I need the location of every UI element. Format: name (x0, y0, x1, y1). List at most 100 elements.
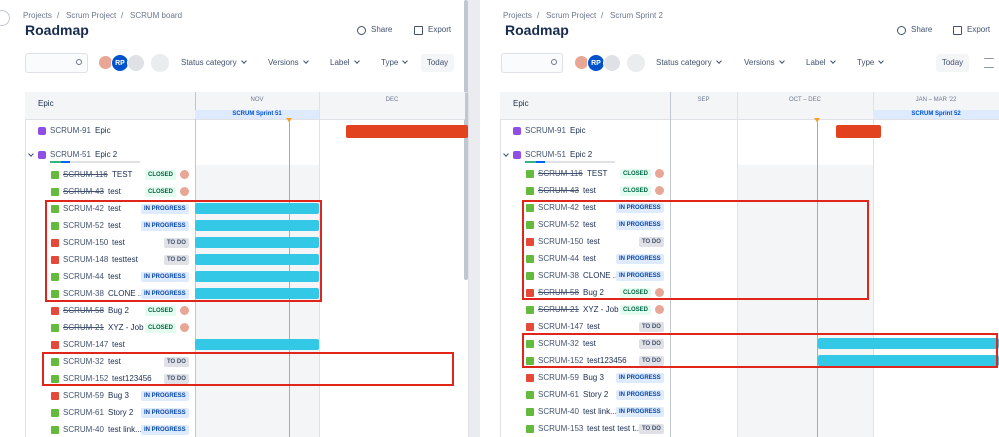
filter-dropdown[interactable]: Type (857, 58, 875, 67)
issue-summary[interactable]: XYZ - Job 1 (108, 323, 151, 332)
action-button[interactable]: Share (371, 25, 393, 34)
view-settings[interactable] (984, 58, 994, 68)
issue-key[interactable]: SCRUM-44 (538, 254, 579, 263)
epic-bar[interactable] (836, 125, 881, 138)
issue-summary[interactable]: test123456 (587, 356, 627, 365)
issue-key[interactable]: SCRUM-38 (538, 271, 579, 280)
add-people[interactable] (151, 54, 169, 72)
issue-key[interactable]: SCRUM-61 (63, 408, 104, 417)
issue-key[interactable]: SCRUM-150 (63, 238, 109, 247)
issue-key[interactable]: SCRUM-52 (63, 221, 104, 230)
issue-key[interactable]: SCRUM-152 (538, 356, 584, 365)
issue-summary[interactable]: CLONE ... (108, 289, 145, 298)
issue-summary[interactable]: test (108, 221, 121, 230)
issue-key[interactable]: SCRUM-44 (63, 272, 104, 281)
search-box[interactable] (501, 53, 563, 73)
issue-summary[interactable]: test (583, 254, 596, 263)
issue-key[interactable]: SCRUM-59 (63, 391, 104, 400)
issue-bar[interactable] (195, 288, 319, 299)
issue-key[interactable]: SCRUM-42 (63, 204, 104, 213)
issue-key[interactable]: SCRUM-38 (63, 289, 104, 298)
issue-key[interactable]: SCRUM-153 (538, 424, 584, 433)
issue-key[interactable]: SCRUM-21 (63, 323, 104, 332)
issue-key[interactable]: SCRUM-116 (538, 169, 583, 178)
breadcrumb[interactable]: Projects (503, 11, 532, 20)
issue-summary[interactable]: test test test t... (587, 424, 642, 433)
issue-summary[interactable]: test (112, 238, 125, 247)
issue-summary[interactable]: test link... (583, 407, 617, 416)
breadcrumb[interactable]: Scrum Project (546, 11, 597, 20)
issue-key[interactable]: SCRUM-91 (50, 126, 91, 135)
breadcrumb[interactable]: Scrum Sprint 2 (610, 11, 663, 20)
issue-summary[interactable]: Bug 3 (108, 391, 129, 400)
filter-dropdown[interactable]: Versions (744, 58, 775, 67)
issue-summary[interactable]: test (583, 220, 596, 229)
issue-key[interactable]: SCRUM-52 (538, 220, 579, 229)
issue-key[interactable]: SCRUM-40 (63, 425, 104, 434)
issue-summary[interactable]: Epic 2 (570, 150, 593, 159)
issue-summary[interactable]: XYZ - Job 1 (583, 305, 626, 314)
action-button[interactable]: Share (911, 25, 933, 34)
epic-bar[interactable] (346, 125, 468, 138)
issue-summary[interactable]: test (587, 322, 600, 331)
issue-bar[interactable] (195, 339, 319, 350)
avatar[interactable] (603, 54, 621, 72)
issue-key[interactable]: SCRUM-58 (63, 306, 104, 315)
issue-bar[interactable] (195, 254, 319, 265)
action-button[interactable]: Export (967, 25, 991, 34)
issue-key[interactable]: SCRUM-58 (538, 288, 579, 297)
issue-summary[interactable]: Bug 3 (583, 373, 604, 382)
sidebar-toggle[interactable] (0, 10, 10, 26)
issue-summary[interactable]: test (108, 272, 121, 281)
breadcrumb[interactable]: Projects (23, 11, 52, 20)
issue-key[interactable]: SCRUM-59 (538, 373, 579, 382)
issue-key[interactable]: SCRUM-51 (50, 150, 91, 159)
issue-key[interactable]: SCRUM-32 (538, 339, 579, 348)
issue-key[interactable]: SCRUM-150 (538, 237, 584, 246)
avatar-initials[interactable]: RP (587, 54, 605, 72)
add-people[interactable] (627, 54, 645, 72)
issue-summary[interactable]: test (583, 186, 596, 195)
issue-summary[interactable]: test (587, 237, 600, 246)
issue-key[interactable]: SCRUM-21 (538, 305, 579, 314)
issue-summary[interactable]: Bug 2 (108, 306, 129, 315)
today-button[interactable]: Today (936, 54, 969, 72)
filter-dropdown[interactable]: Type (381, 58, 399, 67)
breadcrumb[interactable]: Scrum Project (66, 11, 117, 20)
issue-key[interactable]: SCRUM-116 (63, 170, 108, 179)
issue-summary[interactable]: test (108, 357, 121, 366)
issue-summary[interactable]: CLONE ... (583, 271, 620, 280)
issue-key[interactable]: SCRUM-148 (63, 255, 109, 264)
issue-summary[interactable]: Epic 2 (95, 150, 118, 159)
breadcrumb[interactable]: SCRUM board (130, 11, 183, 20)
issue-bar[interactable] (818, 355, 999, 366)
issue-summary[interactable]: testtest (112, 255, 138, 264)
issue-summary[interactable]: test (583, 203, 596, 212)
issue-bar[interactable] (195, 271, 319, 282)
issue-summary[interactable]: Story 2 (108, 408, 134, 417)
avatar[interactable] (127, 54, 145, 72)
issue-bar[interactable] (195, 237, 319, 248)
issue-summary[interactable]: test123456 (112, 374, 152, 383)
today-button[interactable]: Today (421, 54, 454, 72)
issue-key[interactable]: SCRUM-32 (63, 357, 104, 366)
filter-dropdown[interactable]: Status category (656, 58, 712, 67)
filter-dropdown[interactable]: Label (330, 58, 350, 67)
issue-key[interactable]: SCRUM-91 (525, 126, 566, 135)
issue-key[interactable]: SCRUM-43 (63, 187, 104, 196)
issue-key[interactable]: SCRUM-42 (538, 203, 579, 212)
issue-summary[interactable]: test link... (108, 425, 142, 434)
issue-summary[interactable]: test (583, 339, 596, 348)
issue-key[interactable]: SCRUM-43 (538, 186, 579, 195)
issue-key[interactable]: SCRUM-51 (525, 150, 566, 159)
issue-key[interactable]: SCRUM-40 (538, 407, 579, 416)
issue-summary[interactable]: test (108, 187, 121, 196)
issue-summary[interactable]: test (112, 340, 125, 349)
issue-bar[interactable] (195, 220, 319, 231)
issue-summary[interactable]: TEST (587, 169, 608, 178)
issue-summary[interactable]: Bug 2 (583, 288, 604, 297)
search-box[interactable] (25, 53, 88, 73)
issue-summary[interactable]: TEST (112, 170, 133, 179)
issue-bar[interactable] (195, 203, 319, 214)
filter-dropdown[interactable]: Status category (181, 58, 237, 67)
